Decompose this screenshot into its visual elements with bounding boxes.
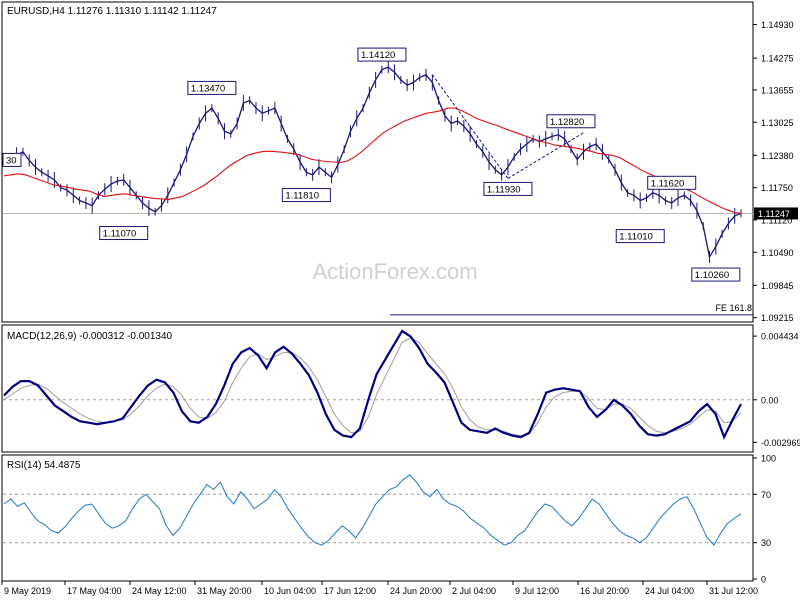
current-price-label: 1.11247 bbox=[758, 209, 790, 219]
time-tick-label: 16 Jul 20:00 bbox=[580, 586, 629, 596]
rsi-line bbox=[3, 474, 742, 546]
macd-title: MACD(12,26,9) -0.000312 -0.001340 bbox=[7, 331, 173, 342]
price-tick-label: 1.10490 bbox=[761, 248, 794, 258]
price-annotation-label: 1.11810 bbox=[285, 191, 319, 202]
time-tick-label: 24 May 12:00 bbox=[132, 586, 187, 596]
time-axis: 9 May 2019 17 May 04:00 24 May 12:00 31 May… bbox=[1, 581, 758, 596]
price-annotation-box bbox=[99, 226, 149, 241]
price-title: EURUSD,H4 1.11276 1.11310 1.11142 1.1124… bbox=[7, 6, 217, 17]
price-annotation-box bbox=[281, 188, 331, 203]
price-tick-label: 1.11120 bbox=[761, 215, 792, 225]
macd-y-axis: 0.004434 0.00 -0.002969 bbox=[753, 332, 800, 448]
time-tick-label: 31 May 20:00 bbox=[197, 586, 252, 596]
rsi-panel-frame bbox=[1, 454, 754, 582]
time-tick-label: 24 Jun 20:00 bbox=[390, 586, 442, 596]
price-tick-label: 1.09215 bbox=[761, 313, 794, 323]
price-plot: 1.13470 1.11810 1.14120 1.11930 1.12820 1.110… bbox=[2, 47, 753, 316]
macd-tick-label: 0.00 bbox=[761, 395, 779, 405]
time-tick-label: 9 Jul 12:00 bbox=[515, 586, 559, 596]
price-annotation-label: 1.11930 bbox=[487, 184, 521, 195]
price-annotation-box bbox=[357, 47, 407, 62]
price-tick-label: 1.14275 bbox=[761, 54, 794, 64]
price-series-line bbox=[3, 66, 742, 259]
time-tick-label: 31 Jul 12:00 bbox=[709, 586, 758, 596]
rsi-panel: RSI(14) 54.4875 100 70 30 0 bbox=[1, 454, 776, 585]
price-annotation-box bbox=[2, 152, 22, 167]
price-annotation-box bbox=[546, 114, 596, 129]
time-tick-label: 10 Jun 04:00 bbox=[264, 586, 316, 596]
price-annotation-box bbox=[647, 175, 697, 190]
time-tick-label: 17 Jun 12:00 bbox=[324, 586, 376, 596]
rsi-plot bbox=[3, 474, 753, 546]
price-annotation-label: 30 bbox=[6, 155, 17, 166]
sma-line bbox=[3, 107, 742, 214]
macd-plot bbox=[3, 329, 753, 440]
price-annotation-box bbox=[615, 229, 665, 244]
price-annotation-box bbox=[483, 181, 533, 196]
macd-line bbox=[3, 329, 742, 440]
price-annotation-box bbox=[187, 80, 237, 95]
price-annotation-label: 1.11620 bbox=[651, 178, 685, 189]
time-tick-label: 2 Jul 04:00 bbox=[452, 586, 496, 596]
price-tick-label: 1.12380 bbox=[761, 151, 794, 161]
price-tick-label: 1.11750 bbox=[761, 183, 793, 193]
rsi-tick-label: 30 bbox=[761, 538, 771, 548]
rsi-tick-label: 0 bbox=[761, 575, 766, 585]
macd-panel-frame bbox=[1, 324, 754, 453]
price-panel: ActionForex.com 1.134701.118101.141201.1… bbox=[1, 1, 798, 323]
price-annotation-label: 1.11010 bbox=[619, 232, 653, 243]
time-tick-label: 9 May 2019 bbox=[4, 586, 51, 596]
rsi-y-axis: 100 70 30 0 bbox=[753, 454, 776, 585]
price-annotation-box bbox=[691, 267, 741, 282]
price-tick-label: 1.09845 bbox=[761, 281, 794, 291]
price-annotation-label: 1.11070 bbox=[103, 229, 137, 240]
macd-tick-label: 0.004434 bbox=[761, 332, 799, 342]
price-tick-label: 1.13025 bbox=[761, 118, 794, 128]
rsi-title: RSI(14) 54.4875 bbox=[7, 460, 81, 471]
price-annotation-label: 1.14120 bbox=[361, 50, 395, 61]
price-tick-label: 1.13655 bbox=[761, 85, 794, 95]
price-y-axis: 1.14930 1.14275 1.13655 1.13025 1.12380 1.117… bbox=[753, 20, 798, 323]
price-tick-label: 1.14930 bbox=[761, 20, 794, 30]
time-tick-label: 24 Jul 04:00 bbox=[645, 586, 694, 596]
guide-line bbox=[431, 74, 509, 179]
watermark: ActionForex.com bbox=[312, 259, 477, 284]
time-tick-label: 17 May 04:00 bbox=[67, 586, 122, 596]
price-annotation-label: 1.10260 bbox=[695, 270, 729, 281]
price-annotation-label: 1.12820 bbox=[550, 117, 584, 128]
macd-signal-line bbox=[3, 337, 742, 437]
macd-tick-label: -0.002969 bbox=[761, 438, 800, 448]
current-price-box bbox=[754, 207, 798, 220]
rsi-tick-label: 100 bbox=[761, 454, 776, 464]
rsi-tick-label: 70 bbox=[761, 490, 771, 500]
fe-label: FE 161.8 bbox=[715, 303, 752, 313]
macd-panel: MACD(12,26,9) -0.000312 -0.001340 0.0044… bbox=[1, 324, 800, 453]
price-annotation-label: 1.13470 bbox=[191, 83, 225, 94]
